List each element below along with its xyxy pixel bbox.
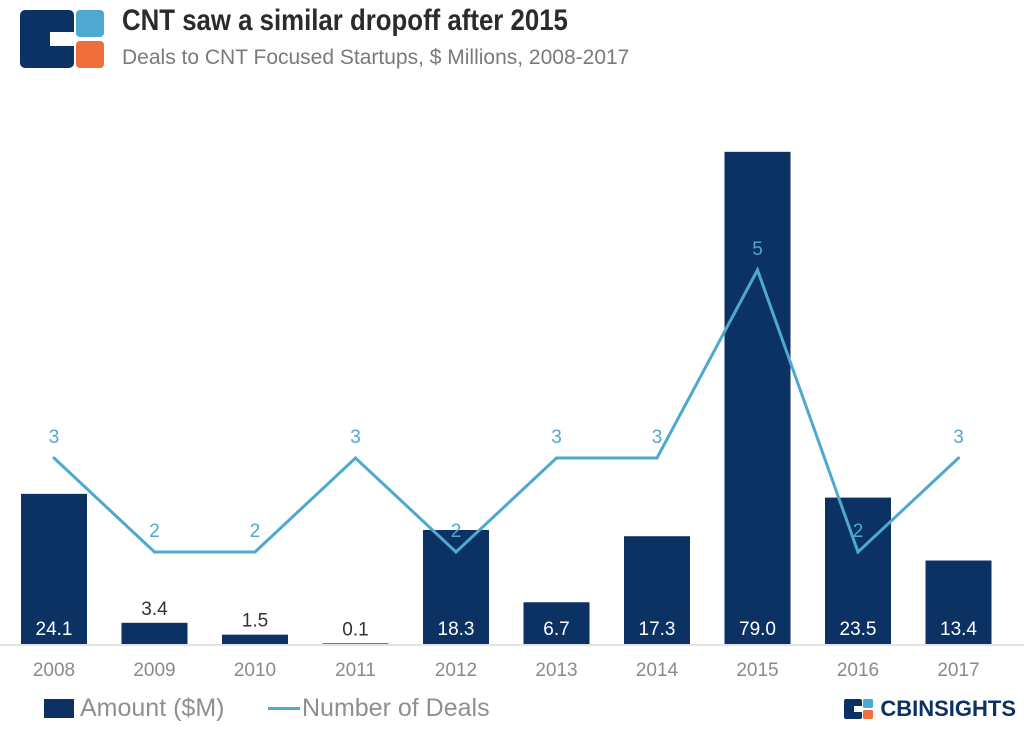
legend-bar-swatch (44, 699, 74, 718)
legend-line-label: Number of Deals (302, 694, 490, 722)
line-point (957, 456, 960, 460)
logo-notch (50, 32, 76, 46)
line-value-label: 2 (149, 521, 160, 542)
cb-insights-logo-icon (844, 699, 874, 719)
bar-value-label: 24.1 (36, 619, 73, 640)
x-tick-label: 2010 (234, 660, 276, 681)
x-tick-label: 2013 (535, 660, 577, 681)
line-value-label: 5 (752, 239, 763, 260)
logo-bottom-right-block (76, 41, 104, 68)
chart-title: CNT saw a similar dropoff after 2015 (122, 4, 568, 37)
brand-mark: CBINSIGHTS (844, 696, 1016, 722)
x-tick-label: 2017 (937, 660, 979, 681)
bar (624, 536, 690, 644)
line-point (856, 550, 860, 554)
bar (21, 493, 87, 644)
bar-value-label: 0.1 (342, 619, 368, 640)
bar (121, 622, 188, 644)
bar-series (21, 151, 992, 644)
bar (724, 151, 791, 644)
logo-left-block (20, 10, 74, 68)
bar-value-label: 23.5 (840, 619, 877, 640)
brand-text: CBINSIGHTS (880, 696, 1016, 721)
x-tick-label: 2011 (335, 660, 376, 681)
line-value-label: 3 (49, 427, 60, 448)
bar-value-label: 1.5 (242, 611, 268, 632)
bar-value-label: 13.4 (940, 619, 977, 640)
bar (523, 602, 590, 644)
bar-value-label: 18.3 (438, 619, 475, 640)
x-tick-label: 2014 (636, 660, 679, 681)
line-point (454, 550, 458, 554)
bar (222, 634, 288, 644)
line-point (52, 456, 56, 460)
line-point (555, 456, 558, 460)
legend-item-deals: Number of Deals (268, 694, 490, 723)
line-value-label: 2 (451, 521, 462, 542)
line-point (756, 268, 759, 272)
legend-line-swatch (268, 707, 300, 710)
bar-value-labels: 24.1 3.4 1.5 0.1 18.3 6.7 17.3 79.0 23.5 13.4 (36, 599, 978, 641)
cb-insights-logo (20, 10, 104, 68)
x-axis: 2008 2009 2010 2011 2012 2013 2014 2015 2016 2017 (0, 644, 1024, 681)
logo-top-right-block (76, 10, 104, 37)
chart-subtitle: Deals to CNT Focused Startups, $ Million… (122, 46, 630, 69)
line-point (153, 550, 156, 554)
line-point (253, 550, 257, 554)
bar-value-label: 79.0 (739, 619, 776, 640)
line-point (354, 456, 357, 460)
legend-bar-label: Amount ($M) (80, 694, 225, 722)
line-value-label: 3 (652, 427, 663, 448)
x-tick-label: 2008 (33, 660, 75, 681)
deals-line (52, 266, 960, 555)
legend-item-amount: Amount ($M) (44, 694, 224, 723)
bar-value-label: 3.4 (141, 599, 168, 620)
line-value-label: 3 (350, 427, 361, 448)
line-value-label: 3 (551, 427, 562, 448)
bar (825, 497, 891, 644)
combo-chart: 24.1 3.4 1.5 0.1 18.3 6.7 17.3 79.0 23.5 13.4 3 2 2… (0, 151, 1024, 681)
line-value-label: 3 (953, 427, 964, 448)
line-series (52, 266, 960, 555)
line-value-label: 2 (853, 521, 864, 542)
x-tick-label: 2015 (736, 660, 778, 681)
bar-value-label: 17.3 (639, 619, 676, 640)
x-tick-label: 2012 (435, 660, 477, 681)
x-tick-label: 2009 (133, 660, 175, 681)
x-tick-label: 2016 (837, 660, 879, 681)
bar (925, 560, 992, 644)
bar (423, 529, 489, 644)
bar (322, 643, 389, 644)
line-value-label: 2 (250, 521, 261, 542)
line-point (655, 456, 659, 460)
line-value-labels: 3 2 2 3 2 3 3 5 2 3 (49, 239, 964, 542)
bar-value-label: 6.7 (543, 619, 569, 640)
